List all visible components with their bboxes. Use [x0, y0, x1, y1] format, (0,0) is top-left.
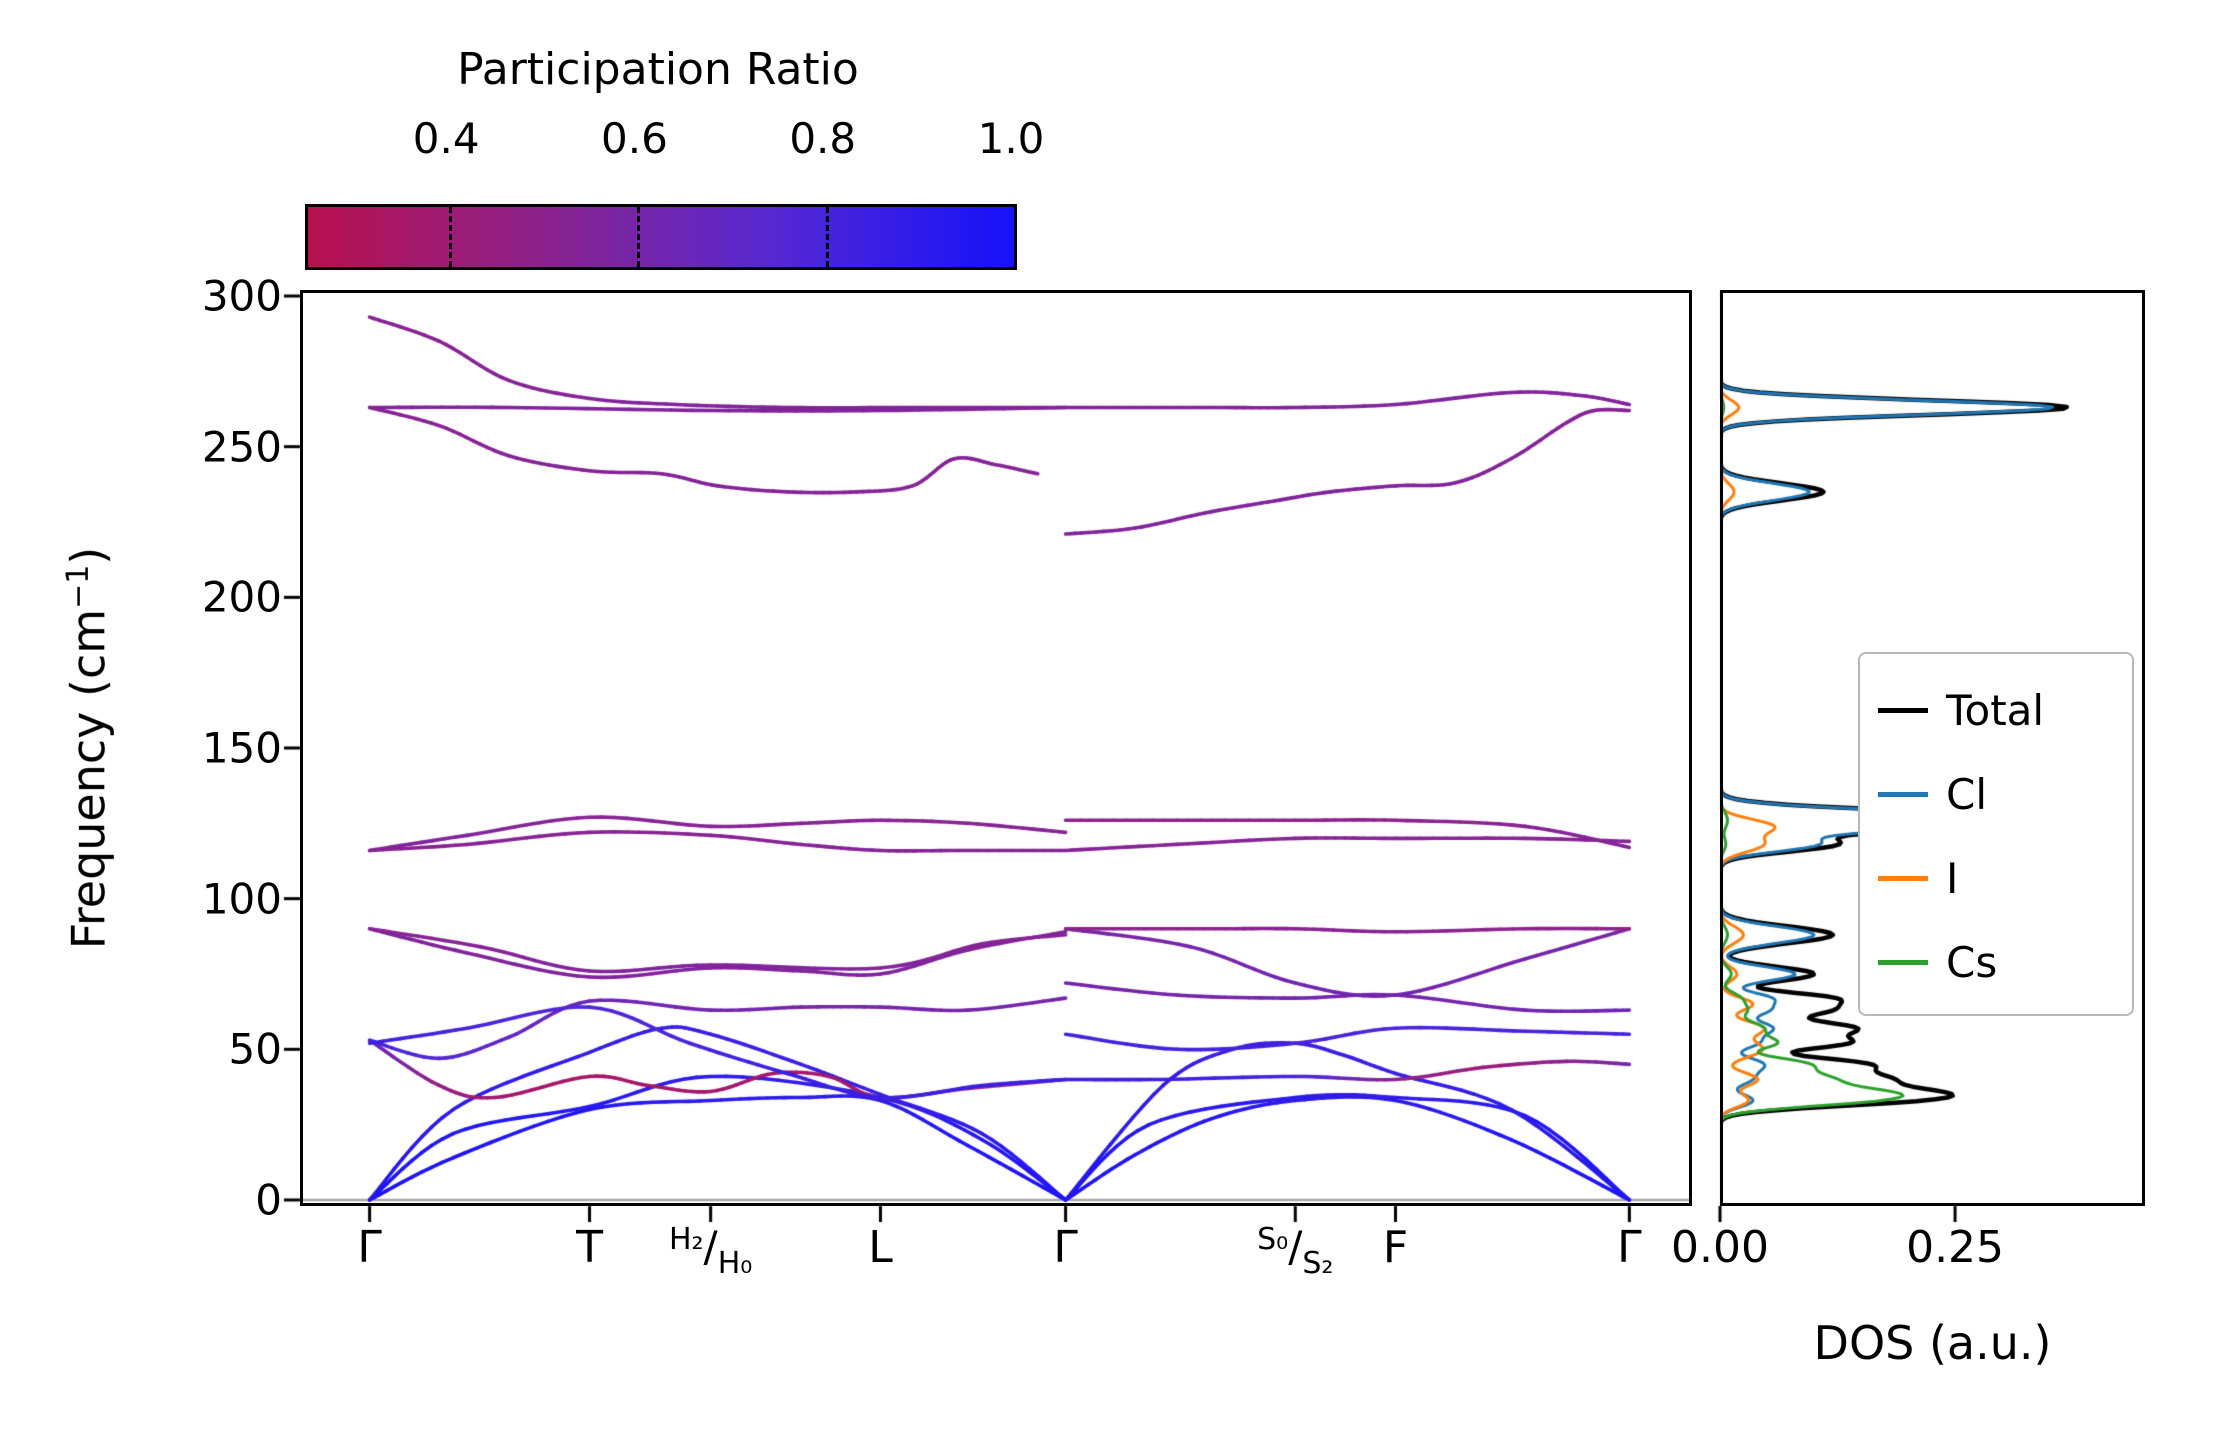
- kpath-label: L: [868, 1222, 893, 1273]
- y-tick-label: 300: [201, 271, 282, 321]
- colorbar-tick-dash: [449, 207, 453, 267]
- y-tick-label: 200: [201, 572, 282, 622]
- kpath-label-slash: /: [703, 1222, 718, 1271]
- participation-ratio-colorbar: [305, 204, 1017, 270]
- kpath-label: S₀/S₂: [1257, 1222, 1333, 1281]
- kpath-label: Γ: [357, 1222, 382, 1273]
- kpath-label: Γ: [1053, 1222, 1078, 1273]
- legend-label-i: I: [1946, 853, 1959, 903]
- dos-axis-label: DOS (a.u.): [1813, 1316, 2052, 1370]
- y-tick-label: 0: [255, 1175, 282, 1225]
- dos-panel: [1720, 290, 2145, 1206]
- band-structure-panel: [300, 290, 1692, 1206]
- legend-item-cs: Cs: [1878, 920, 2122, 1004]
- legend-item-total: Total: [1878, 668, 2122, 752]
- y-tick-label: 100: [201, 874, 282, 924]
- y-tick-label: 150: [201, 723, 282, 773]
- y-tick-label: 50: [228, 1024, 282, 1074]
- colorbar-tick-dash: [637, 207, 641, 267]
- colorbar-tick-label: 1.0: [977, 114, 1045, 163]
- legend-line-cs: [1878, 959, 1928, 965]
- legend-item-i: I: [1878, 836, 2122, 920]
- colorbar-tick-label: 0.8: [789, 114, 857, 163]
- dos-legend: Total Cl I Cs: [1858, 652, 2134, 1016]
- kpath-label-top: H₂: [668, 1222, 704, 1257]
- y-tick-label: 250: [201, 422, 282, 472]
- kpath-label-bottom: H₀: [717, 1246, 753, 1281]
- dos-tick-label: 0.00: [1671, 1222, 1769, 1273]
- kpath-label-slash: /: [1288, 1222, 1303, 1271]
- colorbar-tick-labels: 0.4 0.6 0.8 1.0: [305, 114, 1045, 168]
- kpath-label-bottom: S₂: [1302, 1246, 1334, 1281]
- legend-label-total: Total: [1946, 685, 2045, 735]
- kpath-label: H₂/H₀: [669, 1222, 752, 1281]
- dos-tick-label: 0.25: [1906, 1222, 2005, 1273]
- legend-line-i: [1878, 875, 1928, 881]
- y-axis-label-exponent: −1: [60, 564, 96, 609]
- legend-line-total: [1878, 707, 1928, 713]
- y-axis-label-close: ): [61, 546, 116, 565]
- legend-label-cl: Cl: [1946, 769, 1987, 819]
- colorbar-tick-dash: [825, 207, 829, 267]
- colorbar-tick-label: 0.6: [601, 114, 668, 163]
- y-axis-label-text: Frequency (cm: [61, 608, 116, 950]
- kpath-label: Γ: [1617, 1222, 1642, 1273]
- legend-line-cl: [1878, 791, 1928, 797]
- y-axis-label: Frequency (cm−1): [61, 547, 115, 950]
- kpath-label: F: [1382, 1222, 1409, 1273]
- kpath-label-top: S₀: [1257, 1222, 1289, 1257]
- legend-item-cl: Cl: [1878, 752, 2122, 836]
- colorbar-title: Participation Ratio: [457, 44, 859, 95]
- legend-label-cs: Cs: [1946, 937, 1998, 987]
- kpath-label: T: [576, 1222, 603, 1273]
- colorbar-tick-label: 0.4: [412, 114, 480, 163]
